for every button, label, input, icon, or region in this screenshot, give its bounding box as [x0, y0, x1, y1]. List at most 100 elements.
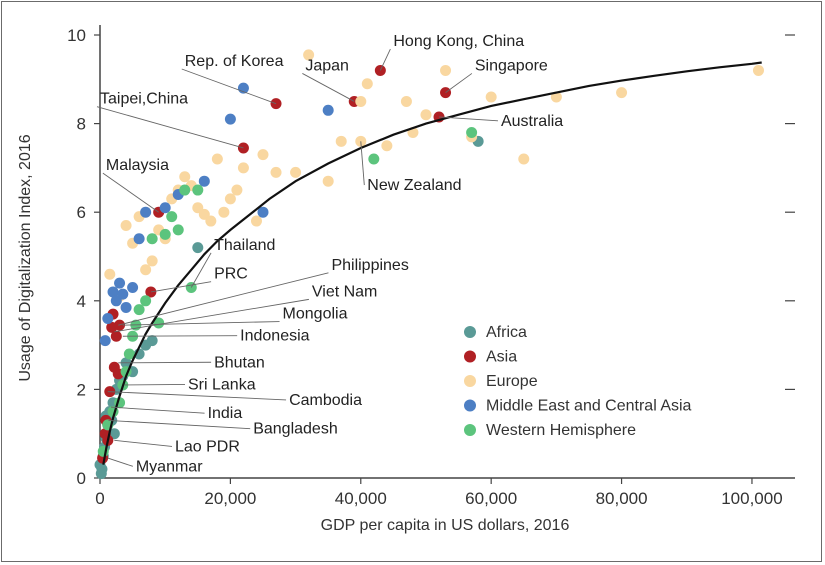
annotation-leader: [122, 321, 280, 326]
legend-swatch: [464, 326, 476, 338]
annotation-label: Thailand: [214, 237, 275, 254]
annotation-label: Mongolia: [283, 306, 348, 323]
y-tick-label: 6: [77, 203, 86, 222]
y-tick-label: 10: [67, 26, 86, 45]
axes: 0 20,000 40,000 60,000 80,000 100,000 0 2 4 6 8 10: [67, 25, 795, 508]
annotation-label: Lao PDR: [175, 438, 240, 455]
annotation-label: India: [208, 405, 243, 422]
trend-curve: [102, 61, 762, 465]
x-tick-label: 40,000: [335, 489, 387, 508]
data-point: [172, 224, 184, 236]
y-tick-label: 2: [77, 380, 86, 399]
data-point: [211, 153, 223, 165]
legend-swatch: [464, 350, 476, 363]
y-tick-label: 8: [77, 115, 86, 134]
annotation-leader: [122, 335, 238, 337]
annotation-label: Sri Lanka: [188, 376, 256, 393]
data-point: [752, 64, 764, 76]
data-point: [224, 113, 236, 125]
series-asia: [97, 64, 452, 464]
x-tick-label: 100,000: [721, 489, 782, 508]
data-point: [159, 202, 171, 214]
x-tick-label: 20,000: [204, 489, 256, 508]
y-tick-label: 4: [77, 292, 86, 311]
annotation-label: Viet Nam: [312, 283, 378, 300]
data-point: [322, 104, 334, 116]
data-point: [198, 175, 210, 187]
series-middle-east-and-central-asia: [99, 82, 334, 347]
annotation-leader: [438, 116, 498, 122]
annotation-label: Japan: [305, 57, 349, 74]
annotation-label: Philippines: [331, 257, 408, 274]
annotation-leader: [445, 73, 473, 93]
annotation-label: Myanmar: [136, 458, 203, 475]
data-point: [120, 301, 132, 313]
trend-curve-layer: [102, 61, 762, 465]
annotation-label: Australia: [501, 113, 563, 130]
data-point: [110, 330, 122, 342]
annotation-leader: [190, 252, 212, 288]
data-point: [95, 468, 107, 480]
annotation-leader: [108, 419, 251, 430]
data-point: [114, 277, 126, 289]
annotation-leader: [360, 141, 365, 186]
annotation-leader: [102, 172, 159, 213]
data-point: [361, 78, 373, 90]
annotation-leader: [107, 457, 133, 467]
data-point: [420, 109, 432, 121]
data-point: [140, 295, 152, 307]
data-point: [104, 268, 116, 280]
annotation-leader: [379, 48, 391, 71]
annotation-label: Indonesia: [240, 328, 309, 345]
annotation-leader: [181, 68, 277, 105]
legend-label: Europe: [486, 373, 538, 390]
data-point: [303, 49, 315, 61]
data-point: [146, 255, 158, 267]
legend-label: Asia: [486, 349, 517, 366]
data-point: [355, 95, 367, 107]
data-point: [224, 193, 236, 205]
annotation-label: Bangladesh: [253, 421, 338, 438]
data-point: [205, 215, 217, 227]
data-point: [218, 206, 230, 218]
data-point: [322, 175, 334, 187]
annotation-leader: [118, 361, 212, 364]
annotation-label: PRC: [214, 266, 248, 283]
data-point: [99, 335, 111, 347]
annotation-label: Singapore: [475, 57, 548, 74]
data-point: [146, 233, 158, 245]
data-point: [179, 184, 191, 196]
data-point: [381, 140, 393, 152]
data-point: [257, 149, 269, 161]
data-point: [153, 317, 165, 329]
data-point: [368, 153, 380, 165]
data-point: [133, 233, 145, 245]
x-tick-label: 80,000: [596, 489, 648, 508]
legend-swatch: [464, 399, 476, 412]
data-point: [192, 242, 204, 254]
legend-swatch: [464, 424, 476, 436]
data-point: [290, 166, 302, 178]
annotation-leader: [150, 281, 212, 293]
data-point: [335, 135, 347, 147]
annotation-leader: [107, 391, 287, 401]
y-axis-title: Usage of Digitalization Index, 2016: [17, 134, 34, 381]
x-axis-title: GDP per capita in US dollars, 2016: [321, 517, 570, 534]
annotation-leader: [118, 272, 329, 326]
data-point: [237, 162, 249, 174]
legend-swatch: [464, 375, 476, 387]
annotation-label: Cambodia: [289, 392, 362, 409]
data-point: [123, 348, 135, 360]
data-point: [127, 282, 139, 294]
data-point: [518, 153, 530, 165]
data-point: [146, 335, 158, 347]
data-point: [166, 211, 178, 223]
annotation-leader: [114, 439, 173, 447]
data-point: [231, 184, 243, 196]
data-point: [140, 264, 152, 276]
data-points: [94, 49, 764, 480]
data-point: [102, 313, 114, 325]
data-point: [440, 64, 452, 76]
annotation-label: Taipei,China: [100, 91, 188, 108]
annotation-label: Bhutan: [214, 354, 265, 371]
